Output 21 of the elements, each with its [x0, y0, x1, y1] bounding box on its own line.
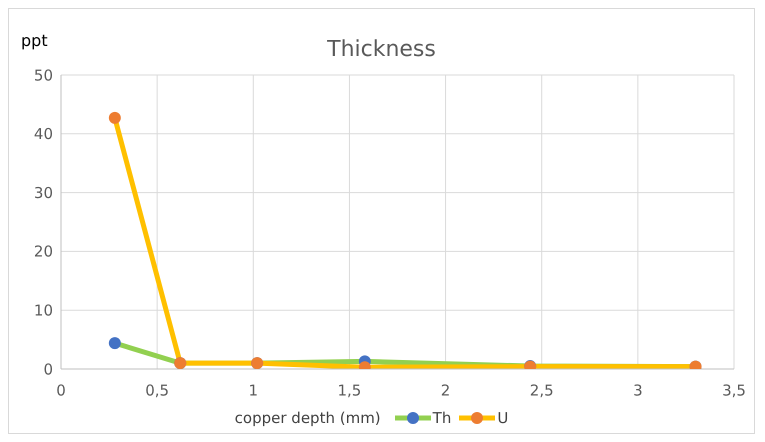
x-tick-label: 2 [440, 382, 450, 400]
legend-label: Th [432, 409, 452, 427]
x-tick-label: 3 [633, 382, 643, 400]
x-tick-label: 0,5 [145, 382, 170, 400]
y-tick-label: 40 [34, 125, 53, 144]
y-tick-label: 0 [43, 360, 53, 378]
y-axis-title: ppt [21, 31, 48, 50]
y-tick-label: 50 [34, 66, 53, 84]
x-tick-label: 1 [248, 382, 258, 400]
point [108, 337, 121, 350]
x-tick-label: 0 [56, 382, 66, 400]
chart-title: Thickness [327, 37, 436, 62]
point [108, 112, 121, 124]
y-tick-label: 20 [34, 242, 53, 261]
legend-label: U [497, 409, 508, 427]
y-tick-label: 30 [34, 184, 53, 202]
x-tick-label: 3,5 [722, 382, 746, 400]
y-tick-label: 10 [34, 302, 53, 320]
x-tick-label: 2,5 [530, 382, 554, 400]
x-axis-title: copper depth (mm) [234, 409, 381, 427]
x-tick-label: 1,5 [338, 382, 362, 400]
